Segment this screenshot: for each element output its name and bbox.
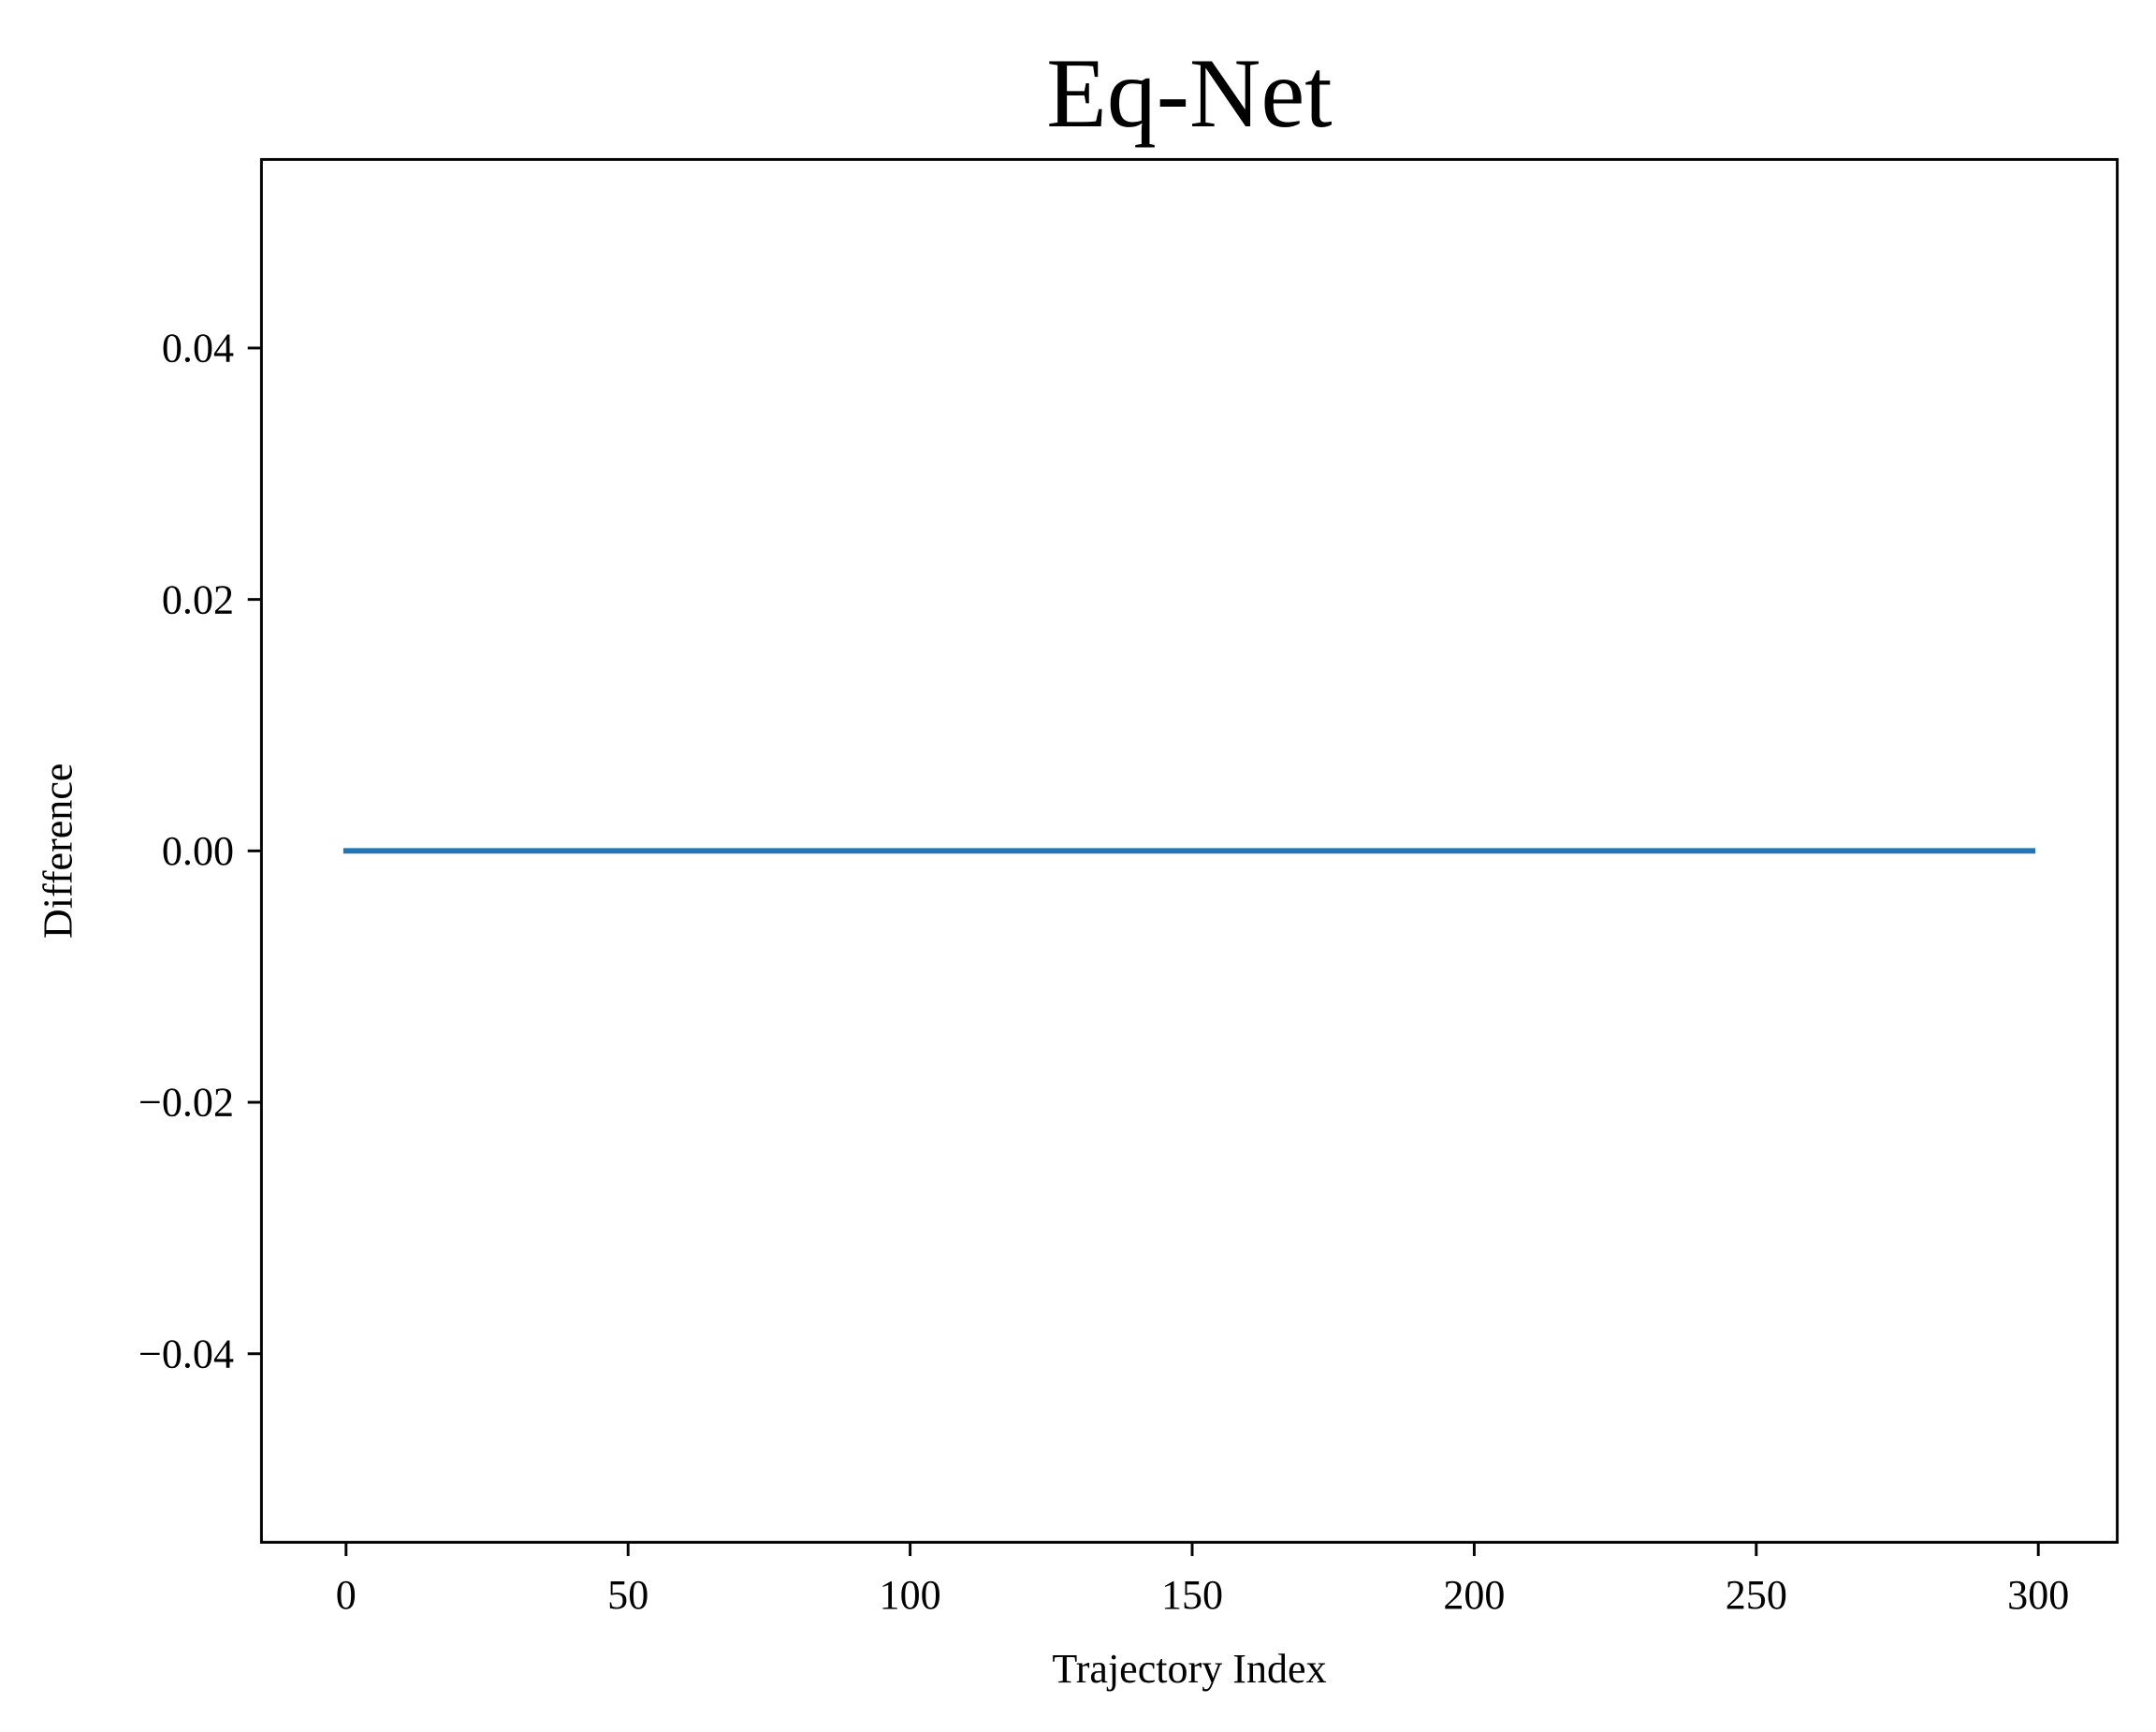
x-tick-label: 200 [1443, 1572, 1505, 1618]
x-tick-label: 250 [1726, 1572, 1787, 1618]
x-tick-label: 50 [607, 1572, 648, 1618]
x-tick-label: 100 [880, 1572, 941, 1618]
chart-title: Eq-Net [1046, 38, 1332, 148]
y-axis-label: Difference [36, 764, 81, 939]
x-tick-label: 150 [1161, 1572, 1223, 1618]
axes-frame [259, 157, 2120, 1544]
x-tick-label: 0 [336, 1572, 357, 1618]
x-axis-label: Trajectory Index [1052, 1646, 1326, 1692]
y-tick-label: 0.02 [162, 576, 234, 622]
y-tick-label: −0.04 [138, 1331, 234, 1376]
y-tick-label: 0.04 [162, 326, 234, 371]
y-tick-label: 0.00 [162, 828, 234, 874]
y-tick-label: −0.02 [138, 1080, 234, 1126]
x-tick-label: 300 [2007, 1572, 2069, 1618]
